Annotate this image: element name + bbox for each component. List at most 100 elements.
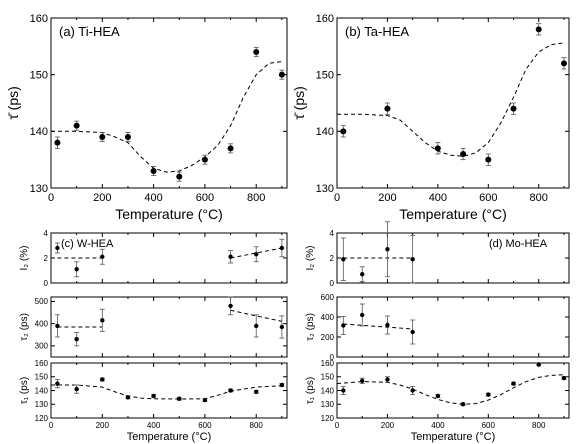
panel-c-tau2-ylabel: τ₂ (ps) xyxy=(19,313,30,341)
panel-d-tau2-ytick-label: 400 xyxy=(321,313,335,322)
panel-b-data-point xyxy=(340,128,347,135)
panel-a-data-point xyxy=(54,139,61,146)
panel-d-tau1-data-point xyxy=(536,362,541,367)
panel-c-tau1-xtick-label: 0 xyxy=(49,421,54,430)
panel-d-tau2-ylabel: τ₂ (ps) xyxy=(305,313,316,341)
panel-d-tau1-ytick-label: 160 xyxy=(321,359,335,368)
panel-c-I2-data-point xyxy=(228,254,233,259)
panel-c-tau2-ytick-label: 400 xyxy=(35,319,49,328)
panel-c-I2-ytick-label: 2 xyxy=(44,254,49,263)
panel-d-tau1-data-point xyxy=(385,377,390,382)
panel-c-I2-data-point xyxy=(100,254,105,259)
panel-b-xtick-label: 0 xyxy=(334,192,340,204)
panel-b-xtick-label: 200 xyxy=(378,192,396,204)
panel-d-tau1-data-point xyxy=(360,378,365,384)
panel-c-I2-fit-curve xyxy=(230,247,282,259)
panel-d-tau2-data-point xyxy=(385,322,390,328)
panel-d-tau1-data-point xyxy=(460,402,466,407)
panel-d-tau1-data-point xyxy=(435,393,441,399)
panel-c-tau1-ytick-label: 160 xyxy=(35,359,49,368)
panel-c-tau2-data-point xyxy=(74,337,79,342)
panel-c-tau1-xtick-label: 400 xyxy=(147,421,161,430)
panel-c-tau2-ytick-label: 500 xyxy=(35,297,49,306)
panel-d-tau2-data-point xyxy=(360,312,365,318)
panel-d-tau1-xtick-label: 600 xyxy=(482,421,496,430)
panel-a-data-point xyxy=(124,134,131,140)
panel-a-data-point xyxy=(150,168,157,174)
panel-a-xtick-label: 800 xyxy=(247,192,265,204)
panel-d-tau1-axes-frame xyxy=(336,362,570,419)
panel-a-data-point xyxy=(278,71,285,78)
panel-c-tau2-ytick-label: 300 xyxy=(35,342,49,351)
panel-d-tau1-data-point xyxy=(341,388,346,393)
panel-c-tau1-xtick-label: 800 xyxy=(250,421,264,430)
panel-c-I2-ytick-label: 0 xyxy=(44,279,49,288)
panel-a-xtick-label: 0 xyxy=(48,192,54,204)
panel-d-I2-data-point xyxy=(360,272,365,277)
panel-c-tau1-data-point xyxy=(228,388,233,393)
panel-c-tau1-data-point xyxy=(74,386,79,392)
panel-c-tau2-data-point xyxy=(279,324,285,330)
panel-a-data-point xyxy=(99,134,106,140)
panel-a-data-point xyxy=(176,173,183,180)
panel-a-data-point xyxy=(201,156,208,163)
panel-c-tau1-ytick-label: 120 xyxy=(35,414,49,423)
panel-c-tau2-data-point xyxy=(55,323,60,329)
panel-c-tau2-data-point xyxy=(228,303,233,309)
panel-c-tau2-data-point xyxy=(100,318,105,323)
panel-b-ytick-label: 160 xyxy=(316,13,334,25)
panel-c-title: (c) W-HEA xyxy=(61,238,114,250)
panel-d-tau1-xtick-label: 400 xyxy=(431,421,445,430)
panel-d-tau1-xtick-label: 0 xyxy=(335,421,340,430)
panel-a-data-point xyxy=(253,49,260,55)
panel-d-tau1-xtick-label: 200 xyxy=(381,421,395,430)
panel-d-tau1-ylabel: τ₁ (ps) xyxy=(305,377,316,404)
panel-d-tau1-data-point xyxy=(511,381,516,386)
panel-b-data-point xyxy=(384,105,391,112)
panel-b-ytick-label: 140 xyxy=(316,126,334,138)
panel-d-I2-ylabel: I₂ (%) xyxy=(305,246,316,271)
panel-d-tau1-ytick-label: 120 xyxy=(321,414,335,423)
panel-a-title: (a) Ti-HEA xyxy=(59,24,120,39)
panel-d-I2-ytick-label: 0 xyxy=(330,279,335,288)
panel-b-xtick-label: 800 xyxy=(530,192,548,204)
panel-d-tau2-fit-curve xyxy=(343,323,413,330)
panel-b-fit-curve xyxy=(337,42,565,157)
panel-c-xlabel: Temperature (°C) xyxy=(127,431,211,443)
panel-c-tau1-data-point xyxy=(254,389,259,395)
panel-c-I2-data-point xyxy=(254,252,259,257)
panel-a-xtick-label: 600 xyxy=(196,192,214,204)
panel-c-tau1-xtick-label: 200 xyxy=(96,421,110,430)
panel-c-tau1-fit-curve xyxy=(51,384,282,400)
panel-c-tau1-data-point xyxy=(151,393,156,399)
panel-b-data-point xyxy=(535,26,542,33)
panel-c-I2-data-point xyxy=(55,245,60,251)
panel-d-I2-ytick-label: 2 xyxy=(330,254,335,263)
panel-a-data-point xyxy=(73,122,80,129)
panel-d-I2-ytick-label: 4 xyxy=(330,229,335,238)
panel-a-ytick-label: 160 xyxy=(30,13,48,25)
panel-a-ytick-label: 150 xyxy=(30,70,48,82)
panel-a-ylabel: τ̄ (ps) xyxy=(5,86,21,120)
panel-c-I2-ylabel: I₂ (%) xyxy=(19,246,30,271)
panel-d-tau1-xtick-label: 800 xyxy=(532,421,546,430)
panel-b-data-point xyxy=(460,151,467,157)
panel-a-axes-frame xyxy=(50,17,288,189)
panel-c-tau1-ylabel: τ₁ (ps) xyxy=(19,377,30,404)
panel-d-I2-data-point xyxy=(341,257,346,262)
panel-d-tau1-data-point xyxy=(410,388,415,393)
panel-c-tau1-ytick-label: 130 xyxy=(35,400,49,409)
panel-c-tau1-data-point xyxy=(202,397,208,403)
panel-c-tau1-data-point xyxy=(125,395,131,400)
panel-a-xtick-label: 200 xyxy=(93,192,111,204)
panel-b-xtick-label: 400 xyxy=(429,192,447,204)
panel-d-tau1-data-point xyxy=(486,392,491,397)
panel-c-tau2-data-point xyxy=(254,323,259,329)
panel-a-data-point xyxy=(227,145,234,152)
panel-c-tau1-ytick-label: 140 xyxy=(35,386,49,395)
panel-d-tau2-ytick-label: 600 xyxy=(321,293,335,302)
panel-c-tau2-fit-curve xyxy=(230,309,283,322)
panel-a-fit-curve xyxy=(51,61,282,173)
panel-d-I2-data-point xyxy=(410,257,415,262)
